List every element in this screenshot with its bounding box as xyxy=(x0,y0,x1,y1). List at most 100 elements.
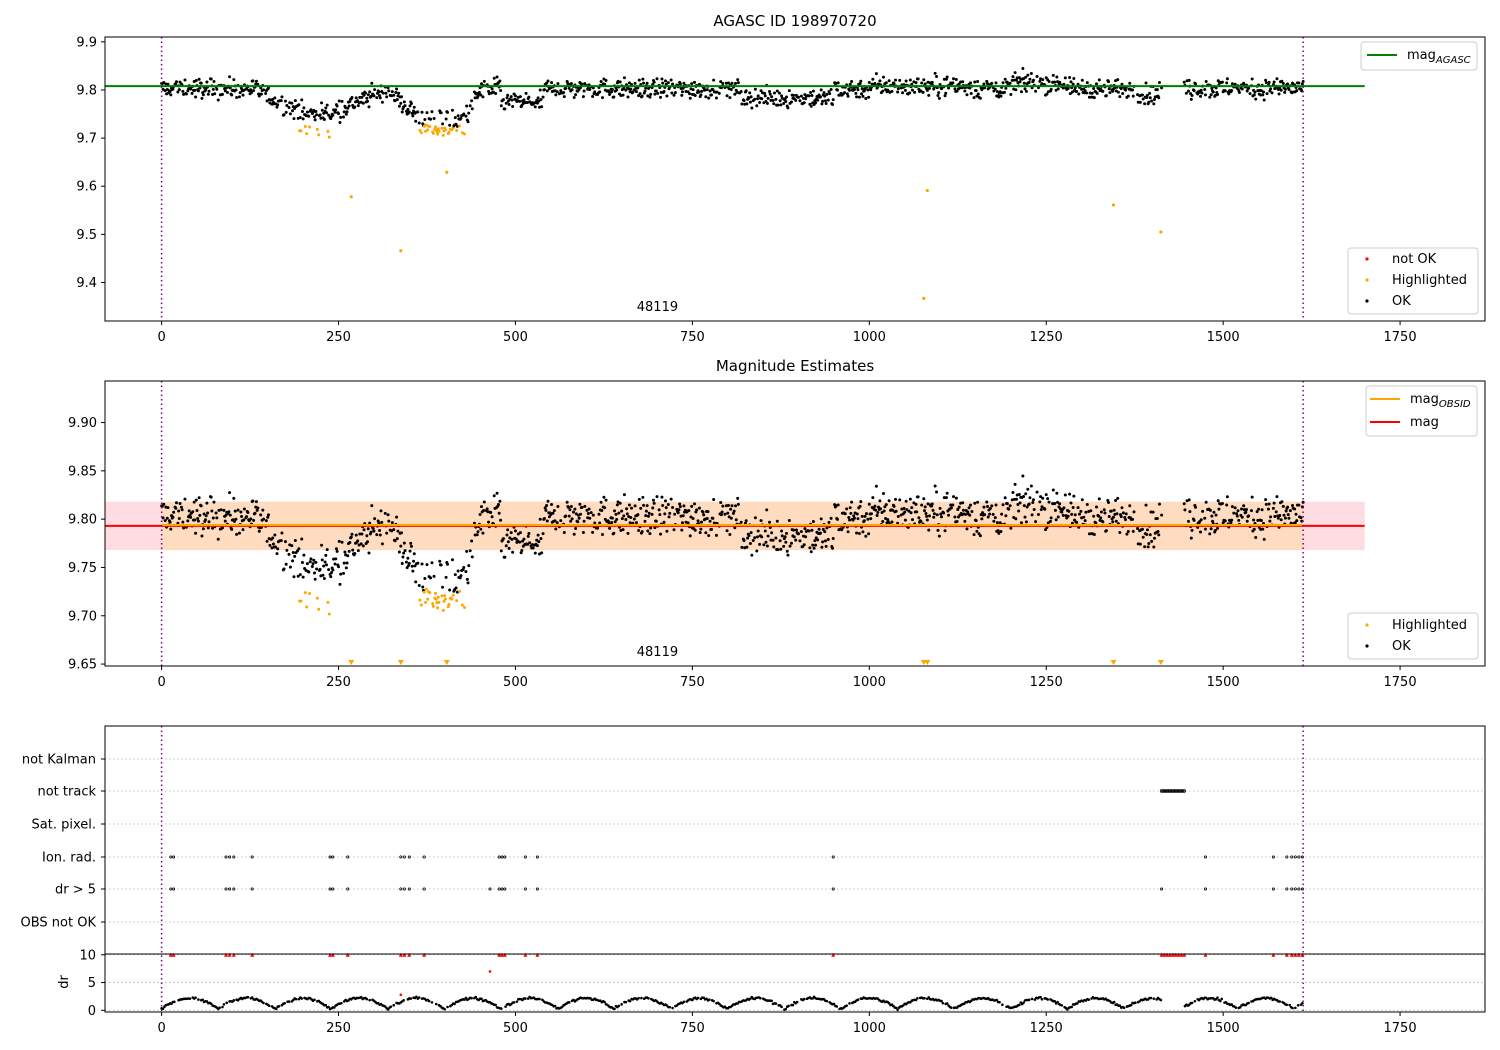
ok-point xyxy=(721,81,725,85)
ok-point xyxy=(1120,82,1124,86)
ok-point xyxy=(620,517,624,521)
ok-point xyxy=(742,539,746,543)
ok-point xyxy=(507,546,511,550)
dr-point xyxy=(409,997,413,1000)
ok-point xyxy=(981,511,985,515)
estimates-xtick-label: 1500 xyxy=(1207,675,1240,690)
ok-point xyxy=(348,540,352,544)
ok-point xyxy=(919,520,923,524)
ion-rad-point xyxy=(422,855,426,859)
ok-point xyxy=(978,534,982,538)
ok-point xyxy=(907,509,911,513)
ok-point xyxy=(361,544,365,548)
ok-point xyxy=(1262,98,1266,102)
ok-point xyxy=(1109,509,1113,513)
ok-point xyxy=(1261,527,1265,531)
ok-point xyxy=(719,80,723,84)
highlighted-point xyxy=(450,597,454,601)
dr5-point xyxy=(497,887,501,891)
ok-point xyxy=(603,82,607,86)
agasc-points-legend-box xyxy=(1347,247,1479,315)
ok-point xyxy=(420,562,424,566)
ok-point xyxy=(340,540,344,544)
ok-point xyxy=(939,515,943,519)
ok-point xyxy=(666,81,670,85)
ok-point xyxy=(466,581,470,585)
ok-point xyxy=(541,95,545,99)
ok-point xyxy=(1237,91,1241,95)
dr-point xyxy=(1001,1003,1004,1006)
ok-point xyxy=(726,511,730,515)
ok-point xyxy=(373,88,377,92)
ok-point xyxy=(680,528,684,532)
ok-point xyxy=(354,533,358,537)
ok-point xyxy=(249,90,253,94)
flag-row-label: dr > 5 xyxy=(55,883,96,898)
ok-point xyxy=(1282,513,1286,517)
ok-point xyxy=(786,553,790,557)
ok-point xyxy=(874,72,878,76)
highlighted-outlier xyxy=(1159,230,1163,234)
ok-point xyxy=(291,559,295,563)
ok-point xyxy=(774,536,778,540)
ok-point xyxy=(810,528,814,532)
ok-point xyxy=(701,510,705,514)
ok-point xyxy=(554,93,558,97)
ok-point xyxy=(1148,533,1152,537)
ok-point xyxy=(408,549,412,553)
ok-point xyxy=(193,518,197,522)
ok-point xyxy=(1157,80,1161,84)
ok-point xyxy=(177,509,181,513)
ok-point xyxy=(774,97,778,101)
dr-point xyxy=(770,999,773,1003)
ok-point xyxy=(936,94,940,98)
ok-point xyxy=(264,519,268,523)
ok-point xyxy=(585,508,589,512)
ok-point xyxy=(933,484,937,488)
ok-point xyxy=(305,562,309,566)
ok-point xyxy=(580,505,584,509)
ok-point xyxy=(482,500,486,504)
ok-point xyxy=(769,538,773,542)
ok-point xyxy=(199,81,203,85)
ok-point xyxy=(376,519,380,523)
ok-point xyxy=(1286,82,1290,86)
ok-point xyxy=(513,94,517,98)
ok-point xyxy=(1148,96,1152,100)
ok-point xyxy=(524,91,528,95)
dr-point xyxy=(392,1003,396,1007)
ok-point xyxy=(509,531,513,535)
ok-point xyxy=(1111,515,1115,519)
ok-point xyxy=(681,514,685,518)
ok-point xyxy=(251,499,255,503)
ok-point xyxy=(1203,527,1207,531)
ok-point xyxy=(829,88,833,92)
ok-point xyxy=(1062,506,1066,510)
ok-point xyxy=(849,511,853,515)
ok-point xyxy=(1015,497,1019,501)
ok-point xyxy=(799,530,803,534)
ok-point xyxy=(526,534,530,538)
ok-point xyxy=(1118,95,1122,99)
ok-point xyxy=(356,539,360,543)
ok-point xyxy=(298,116,302,120)
ok-point xyxy=(831,102,835,106)
dr-point xyxy=(274,1007,278,1011)
dr-point xyxy=(300,997,304,1000)
ok-point xyxy=(1143,545,1147,549)
ok-point xyxy=(1252,93,1256,97)
ok-point xyxy=(708,519,712,523)
dr-point xyxy=(759,996,762,1000)
ok-point xyxy=(349,535,353,539)
ok-point xyxy=(479,82,483,86)
ok-point xyxy=(622,514,626,518)
ok-point xyxy=(392,528,396,532)
ok-point xyxy=(339,115,343,119)
ok-point xyxy=(1126,530,1130,534)
ok-point xyxy=(1273,515,1277,519)
ok-point xyxy=(211,516,215,520)
off-scale-marker xyxy=(1110,660,1117,665)
ok-point xyxy=(618,80,622,84)
ok-point xyxy=(510,98,514,102)
dr-point xyxy=(1152,997,1156,1000)
